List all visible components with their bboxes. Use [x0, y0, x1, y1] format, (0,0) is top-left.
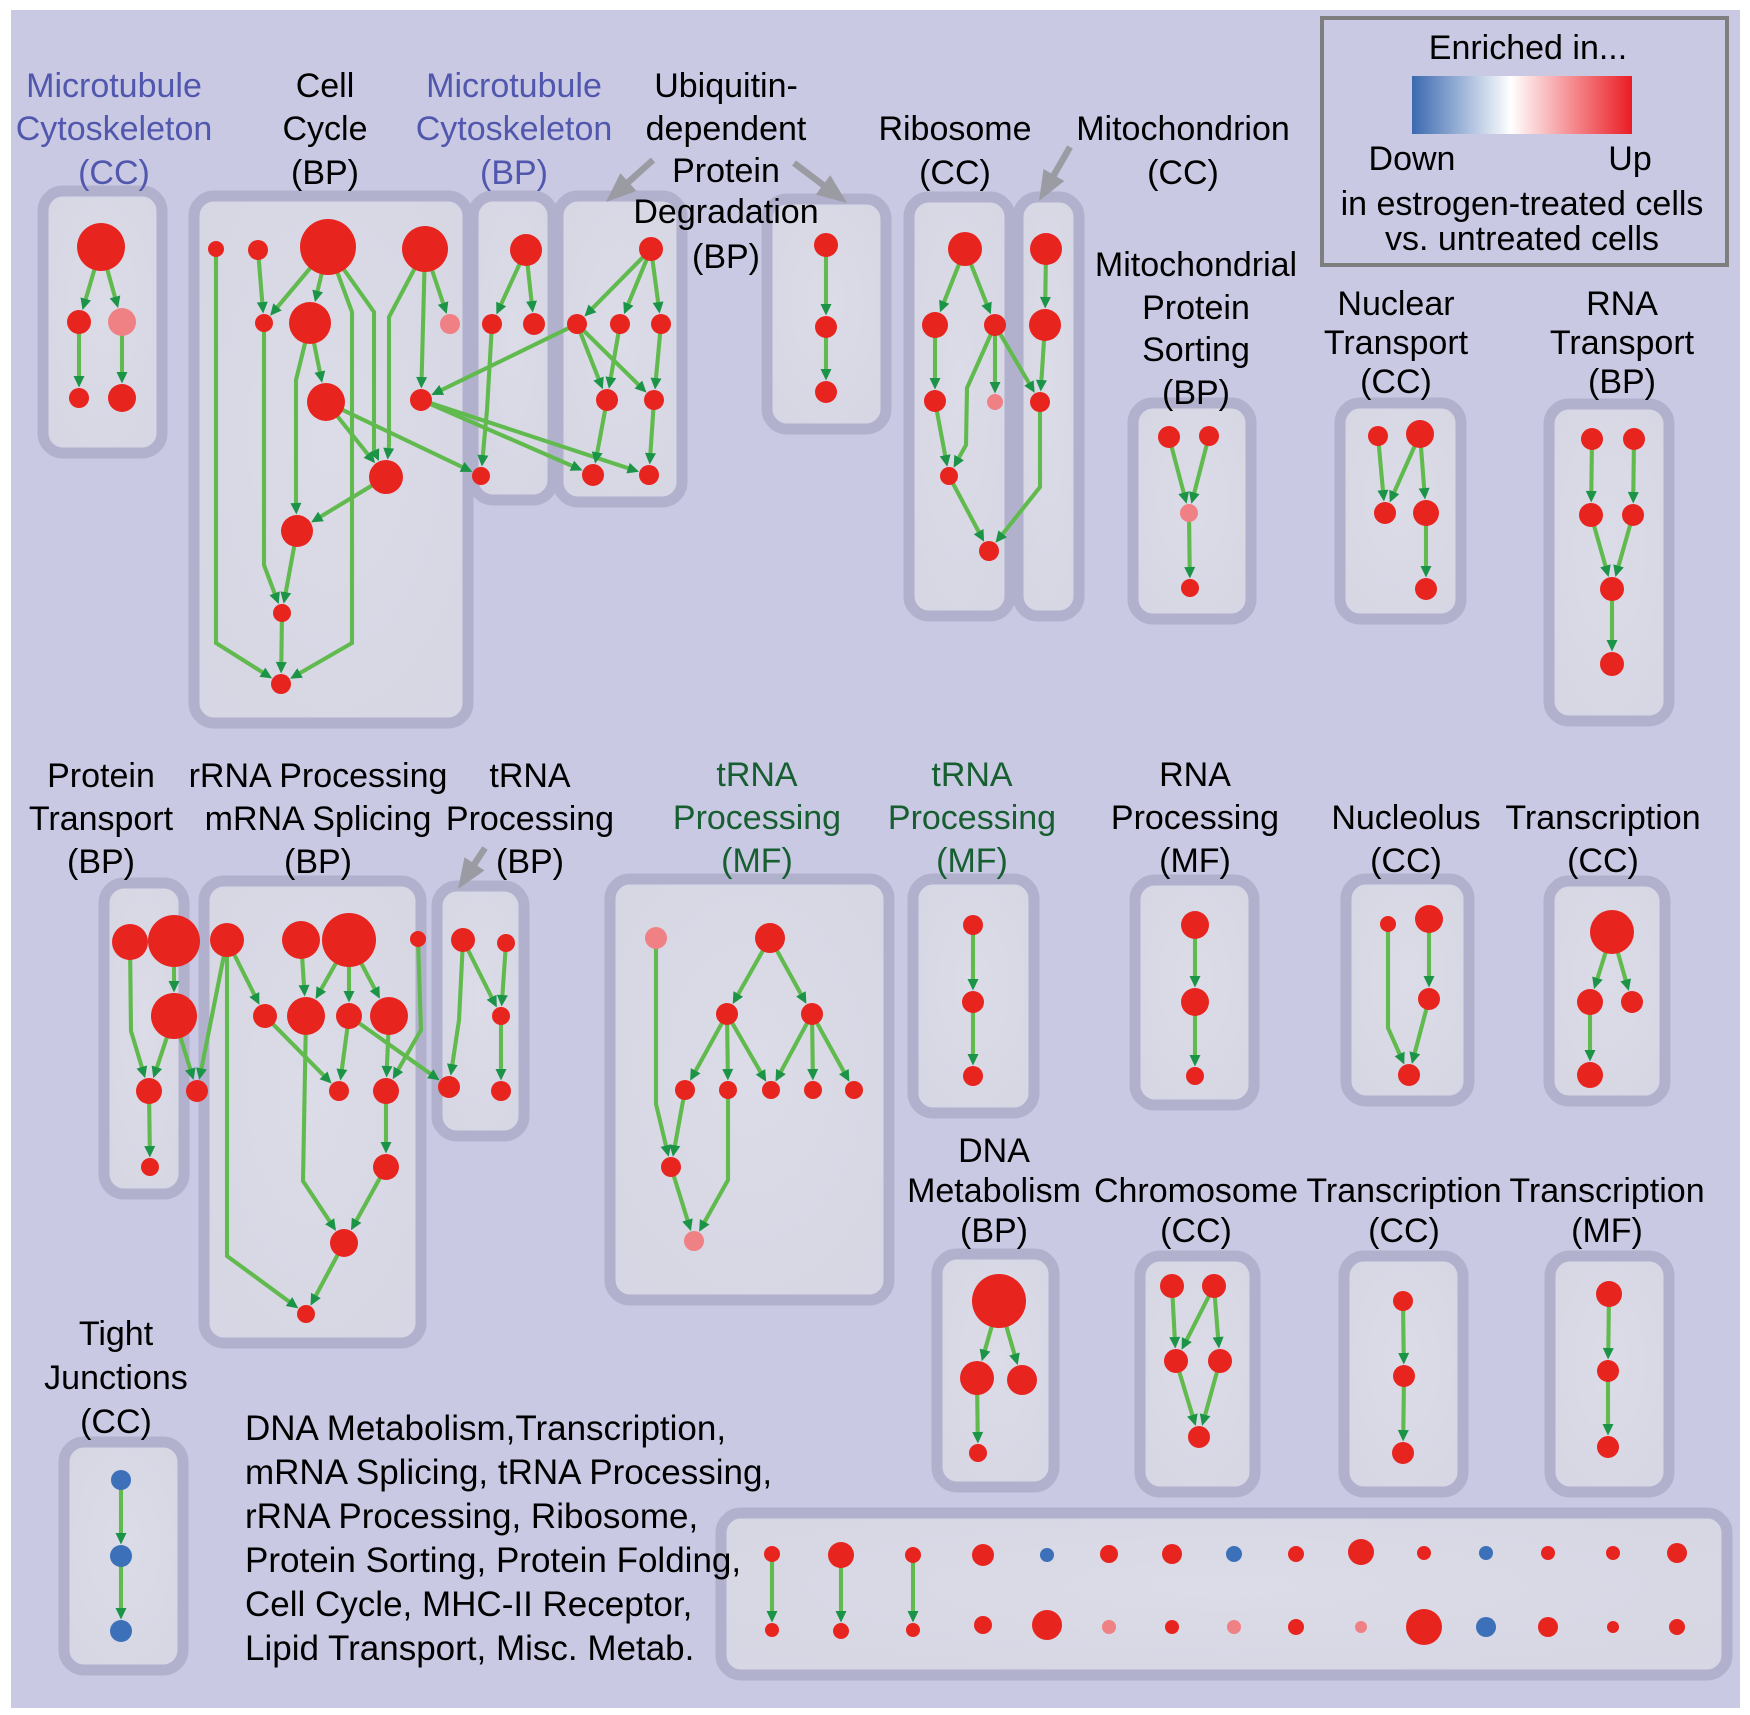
svg-text:tRNA: tRNA — [716, 756, 798, 794]
svg-text:(MF): (MF) — [936, 842, 1008, 880]
svg-text:Lipid Transport, Misc. Metab.: Lipid Transport, Misc. Metab. — [245, 1629, 694, 1668]
svg-text:(CC): (CC) — [919, 154, 991, 192]
svg-text:Protein: Protein — [1142, 289, 1250, 327]
svg-text:Down: Down — [1369, 140, 1456, 178]
svg-text:Cytoskeleton: Cytoskeleton — [16, 110, 213, 148]
svg-text:(MF): (MF) — [1159, 842, 1231, 880]
svg-text:Processing: Processing — [673, 799, 841, 837]
svg-text:Nucleolus: Nucleolus — [1331, 799, 1480, 837]
svg-text:Enriched in...: Enriched in... — [1429, 29, 1627, 67]
svg-text:vs. untreated cells: vs. untreated cells — [1385, 220, 1659, 258]
svg-text:Microtubule: Microtubule — [26, 67, 202, 105]
svg-text:mRNA Splicing, tRNA Processing: mRNA Splicing, tRNA Processing, — [245, 1453, 772, 1492]
svg-text:Ubiquitin-: Ubiquitin- — [654, 67, 798, 105]
svg-text:Protein: Protein — [47, 757, 155, 795]
svg-text:(CC): (CC) — [1147, 154, 1219, 192]
svg-text:Junctions: Junctions — [44, 1359, 188, 1397]
svg-text:(CC): (CC) — [1567, 842, 1639, 880]
svg-text:(BP): (BP) — [960, 1212, 1028, 1250]
svg-text:Protein Sorting, Protein Foldi: Protein Sorting, Protein Folding, — [245, 1541, 741, 1580]
svg-text:(MF): (MF) — [721, 842, 793, 880]
svg-text:(CC): (CC) — [1368, 1212, 1440, 1250]
svg-text:Transport: Transport — [1550, 324, 1695, 362]
svg-text:Transport: Transport — [29, 800, 174, 838]
svg-text:Cycle: Cycle — [282, 110, 367, 148]
svg-text:(CC): (CC) — [1360, 363, 1432, 401]
svg-text:Transcription: Transcription — [1509, 1172, 1704, 1210]
svg-text:(CC): (CC) — [78, 154, 150, 192]
svg-text:in estrogen-treated cells: in estrogen-treated cells — [1341, 185, 1704, 223]
svg-text:(BP): (BP) — [496, 843, 564, 881]
svg-text:dependent: dependent — [646, 110, 807, 148]
svg-text:Cytoskeleton: Cytoskeleton — [416, 110, 613, 148]
svg-text:mRNA Splicing: mRNA Splicing — [205, 800, 432, 838]
svg-text:Mitochondrion: Mitochondrion — [1076, 110, 1290, 148]
svg-text:(BP): (BP) — [67, 843, 135, 881]
svg-text:(BP): (BP) — [1162, 374, 1230, 412]
svg-text:(BP): (BP) — [480, 154, 548, 192]
svg-text:Microtubule: Microtubule — [426, 67, 602, 105]
svg-text:Protein: Protein — [672, 152, 780, 190]
svg-text:(MF): (MF) — [1571, 1212, 1643, 1250]
svg-text:Cell: Cell — [296, 67, 355, 105]
svg-text:rRNA Processing, Ribosome,: rRNA Processing, Ribosome, — [245, 1497, 698, 1536]
svg-text:Chromosome: Chromosome — [1094, 1172, 1298, 1210]
svg-text:Tight: Tight — [79, 1315, 154, 1353]
svg-text:(CC): (CC) — [1370, 842, 1442, 880]
svg-text:(CC): (CC) — [1160, 1212, 1232, 1250]
svg-text:DNA: DNA — [958, 1132, 1030, 1170]
svg-text:Processing: Processing — [446, 800, 614, 838]
svg-text:(CC): (CC) — [80, 1403, 152, 1441]
svg-text:(BP): (BP) — [692, 238, 760, 276]
svg-text:Metabolism: Metabolism — [907, 1172, 1081, 1210]
svg-text:DNA Metabolism,Transcription,: DNA Metabolism,Transcription, — [245, 1409, 726, 1448]
svg-text:Cell Cycle, MHC-II Receptor,: Cell Cycle, MHC-II Receptor, — [245, 1585, 692, 1624]
svg-text:Transport: Transport — [1324, 324, 1469, 362]
svg-text:Nuclear: Nuclear — [1337, 285, 1454, 323]
svg-text:(BP): (BP) — [291, 154, 359, 192]
svg-text:Sorting: Sorting — [1142, 331, 1250, 369]
svg-text:RNA: RNA — [1586, 285, 1658, 323]
svg-text:tRNA: tRNA — [489, 757, 571, 795]
svg-text:Ribosome: Ribosome — [878, 110, 1031, 148]
svg-text:Processing: Processing — [888, 799, 1056, 837]
svg-text:rRNA Processing: rRNA Processing — [189, 757, 448, 795]
svg-text:Mitochondrial: Mitochondrial — [1095, 246, 1297, 284]
svg-text:tRNA: tRNA — [931, 756, 1013, 794]
svg-text:RNA: RNA — [1159, 756, 1231, 794]
svg-text:Processing: Processing — [1111, 799, 1279, 837]
svg-text:Transcription: Transcription — [1505, 799, 1700, 837]
svg-text:(BP): (BP) — [284, 843, 352, 881]
svg-text:Up: Up — [1608, 140, 1651, 178]
svg-text:Transcription: Transcription — [1306, 1172, 1501, 1210]
svg-text:(BP): (BP) — [1588, 363, 1656, 401]
svg-text:Degradation: Degradation — [633, 193, 818, 231]
